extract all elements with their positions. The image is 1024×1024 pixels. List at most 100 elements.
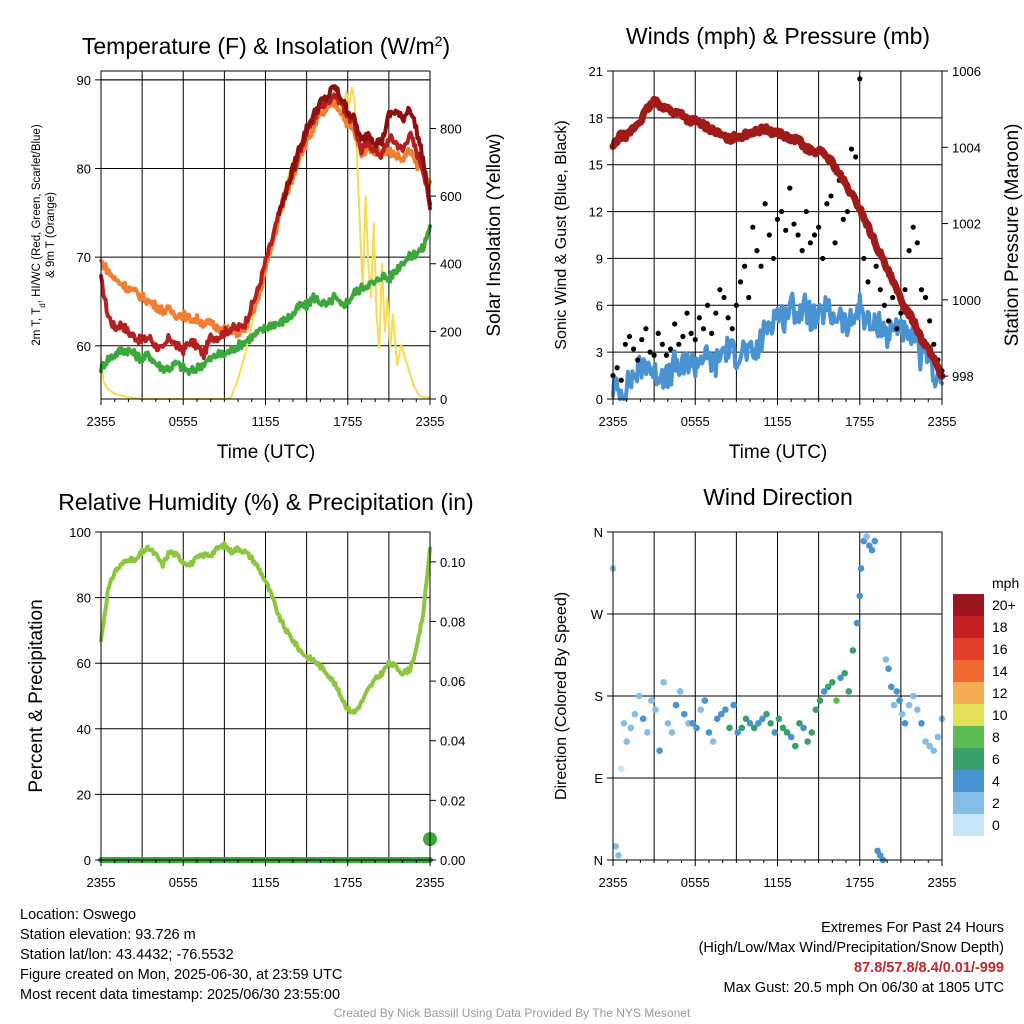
series-point [692, 337, 698, 343]
series-point [861, 255, 867, 262]
y2-tick-label: 400 [440, 257, 462, 272]
direction-point [820, 688, 828, 695]
direction-point [709, 738, 717, 745]
x-tick-label: 1155 [252, 414, 280, 429]
direction-point [742, 715, 750, 723]
series-point [791, 221, 797, 227]
winds-panel: Winds (mph) & Pressure (mb) 0 3 6 9 12 15 18 21… [553, 23, 1023, 463]
series-point [742, 263, 748, 269]
y-tick-label: 90 [77, 73, 91, 88]
direction-point [800, 724, 807, 732]
series-point [672, 321, 678, 327]
direction-point [726, 724, 733, 732]
series-point [684, 310, 690, 316]
series-line [99, 91, 432, 361]
series-point [635, 357, 641, 363]
direction-point [837, 674, 844, 682]
series-point [816, 224, 822, 230]
direction-point [639, 715, 647, 723]
y2-tick-label: 0.00 [440, 853, 465, 868]
temperature-title: Temperature (F) & Insolation (W/m2) [82, 33, 450, 59]
x-tick-label: 2355 [599, 414, 628, 429]
direction-point [829, 679, 836, 686]
direction-point [796, 720, 803, 727]
series-point [931, 341, 937, 347]
direction-point [857, 565, 865, 572]
figure-created: Figure created on Mon, 2025-06-30, at 23… [20, 967, 343, 983]
colorbar-label: 18 [992, 619, 1008, 635]
y-tick-label: 18 [589, 111, 603, 126]
x-tick-label: 1155 [252, 875, 280, 890]
series-point [721, 294, 727, 301]
direction-point [668, 729, 676, 736]
series-point [853, 154, 859, 160]
series-line [99, 224, 432, 376]
colorbar-swatch [953, 814, 984, 836]
series-point [828, 193, 834, 199]
colorbar-swatch [953, 726, 984, 748]
series-point [688, 330, 694, 336]
extremes-title: Extremes For Past 24 Hours [821, 920, 1004, 936]
y-tick-label: 60 [77, 339, 91, 354]
series-point [614, 365, 620, 371]
series-point [647, 349, 653, 355]
x-tick-label: 2355 [599, 875, 628, 890]
direction-point [615, 852, 622, 859]
y2-tick-label: 600 [440, 189, 462, 204]
direction-point [804, 738, 811, 745]
direction-point [914, 706, 921, 713]
direction-point [845, 688, 853, 695]
y-tick-label: 21 [589, 64, 603, 79]
pressure-y-axis-label: Station Pressure (Maroon) [1002, 124, 1023, 347]
direction-point [734, 729, 742, 736]
y2-tick-label: 1002 [952, 217, 981, 232]
direction-point [926, 742, 933, 750]
direction-point [697, 706, 705, 713]
direction-point [890, 701, 898, 709]
temperature-panel: Temperature (F) & Insolation (W/m2) 60 70… [31, 33, 505, 463]
direction-point [882, 656, 890, 663]
direction-point [868, 546, 876, 554]
y2-tick-label: 998 [952, 369, 974, 384]
direction-point [746, 720, 754, 727]
direction-point [617, 765, 625, 773]
x-tick-label: 2355 [87, 414, 116, 429]
direction-point [627, 724, 635, 732]
colorbar-swatch [953, 594, 984, 616]
series-point [865, 279, 871, 285]
series-point [918, 287, 925, 293]
series-point [750, 224, 756, 230]
series-point [840, 216, 846, 222]
winds-title: Winds (mph) & Pressure (mb) [626, 23, 930, 49]
station-latlon: Station lat/lon: 43.4432; -76.5532 [20, 947, 234, 963]
direction-point [930, 747, 938, 754]
y-tick-label: 70 [77, 250, 91, 265]
y-tick-label: N [594, 525, 603, 540]
y-tick-label: 15 [589, 158, 603, 173]
series-point [713, 310, 719, 316]
direction-point [705, 729, 713, 736]
x-tick-label: 0555 [169, 414, 198, 429]
series-line [277, 84, 432, 217]
direction-point [849, 647, 857, 654]
humidity-y-axis-label: Percent & Precipitation [26, 599, 47, 792]
y2-tick-label: 800 [440, 121, 462, 136]
direction-point [664, 720, 672, 727]
series-point [927, 318, 933, 324]
x-tick-label: 2355 [928, 875, 957, 890]
x-tick-label: 2355 [416, 414, 445, 429]
series-point [881, 302, 888, 308]
colorbar-swatch [953, 770, 984, 792]
series-point [758, 263, 764, 269]
humidity-title: Relative Humidity (%) & Precipitation (i… [58, 489, 473, 515]
direction-point [905, 701, 913, 709]
series-point [618, 377, 624, 383]
direction-point [620, 720, 628, 727]
direction-point [750, 724, 758, 732]
x-tick-label: 1755 [333, 875, 362, 890]
series-point [766, 232, 772, 238]
series-point [630, 346, 637, 352]
series-point [737, 279, 744, 285]
x-tick-label: 1155 [764, 875, 792, 890]
